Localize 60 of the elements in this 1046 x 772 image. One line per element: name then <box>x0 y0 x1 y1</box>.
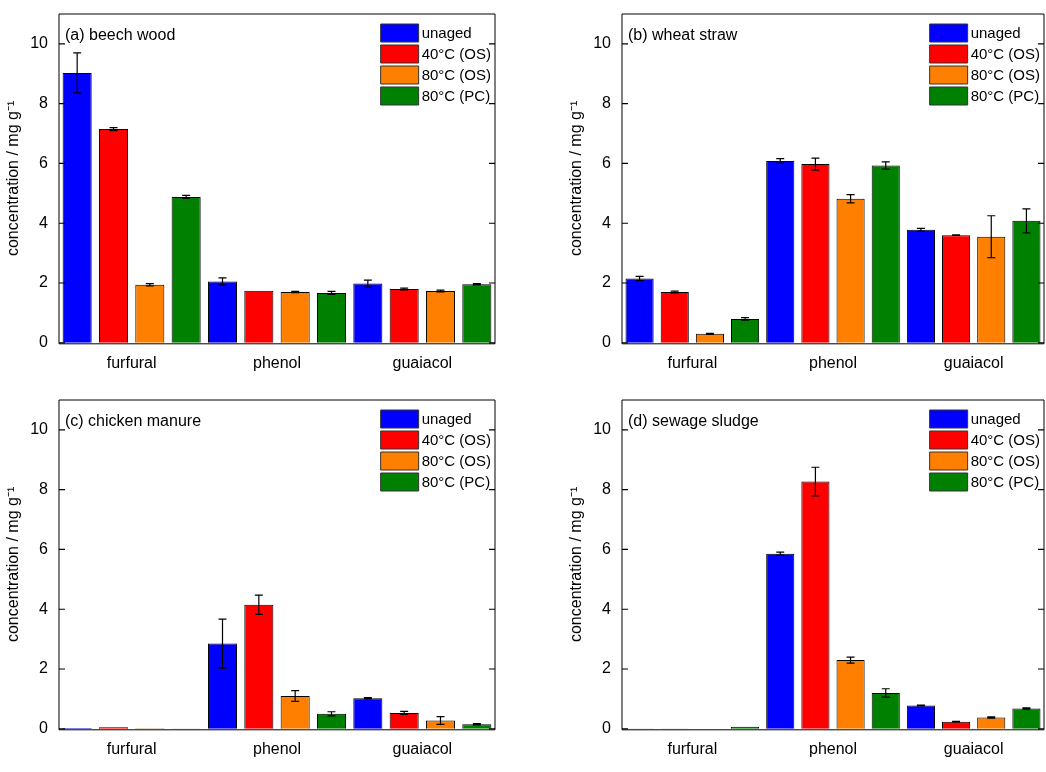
y-axis-title: concentration / mg g⁻¹ <box>567 100 585 257</box>
text: (b) wheat straw <box>628 26 738 44</box>
y-tick-label: 8 <box>39 480 49 498</box>
x-tick-label: guaiacol <box>943 353 1004 371</box>
y-axis-title: concentration / mg g⁻¹ <box>4 100 22 257</box>
y-tick-label: 6 <box>39 153 49 171</box>
x-tick-label: furfural <box>106 739 157 757</box>
y-tick-label: 0 <box>602 719 612 737</box>
x-tick-label: guaiacol <box>392 739 453 757</box>
y-tick-label: 8 <box>602 94 612 112</box>
legend-label: 80°C (PC) <box>970 473 1040 491</box>
x-tick-label: guaiacol <box>392 353 453 371</box>
y-tick-label: 4 <box>39 213 49 231</box>
y-tick-label: 2 <box>602 273 612 291</box>
text: (c) chicken manure <box>65 412 202 430</box>
y-tick-label: 6 <box>602 539 612 557</box>
y-tick-label: 10 <box>30 34 49 52</box>
x-tick-label: furfural <box>106 353 157 371</box>
legend-label: 80°C (OS) <box>421 66 492 84</box>
x-tick-label: furfural <box>667 353 718 371</box>
y-tick-label: 10 <box>593 34 612 52</box>
legend-label: 40°C (OS) <box>421 45 492 63</box>
y-tick-label: 0 <box>39 333 49 351</box>
y-tick-label: 2 <box>602 659 612 677</box>
y-tick-label: 10 <box>593 420 612 438</box>
y-tick-label: 0 <box>602 333 612 351</box>
legend-label: 40°C (OS) <box>970 45 1041 63</box>
x-tick-label: phenol <box>808 353 858 371</box>
y-tick-label: 8 <box>602 480 612 498</box>
legend-label: unaged <box>421 24 472 42</box>
y-tick-label: 2 <box>39 273 49 291</box>
x-tick-label: phenol <box>252 739 302 757</box>
y-tick-label: 2 <box>39 659 49 677</box>
legend-label: 80°C (PC) <box>970 87 1040 105</box>
x-tick-label: phenol <box>808 739 858 757</box>
y-tick-label: 10 <box>30 420 49 438</box>
y-tick-label: 0 <box>39 719 49 737</box>
x-tick-label: furfural <box>667 739 718 757</box>
y-tick-label: 8 <box>39 94 49 112</box>
y-tick-label: 4 <box>39 599 49 617</box>
legend-label: 40°C (OS) <box>421 431 492 449</box>
legend-label: 80°C (OS) <box>970 452 1041 470</box>
text: (a) beech wood <box>65 26 176 44</box>
legend-label: unaged <box>421 410 472 428</box>
legend-label: 80°C (OS) <box>970 66 1041 84</box>
x-tick-label: guaiacol <box>943 739 1004 757</box>
legend-label: 80°C (OS) <box>421 452 492 470</box>
x-tick-label: phenol <box>252 353 302 371</box>
y-axis-title: concentration / mg g⁻¹ <box>4 486 22 643</box>
legend-label: 40°C (OS) <box>970 431 1041 449</box>
legend-label: unaged <box>970 24 1021 42</box>
y-tick-label: 6 <box>39 539 49 557</box>
y-axis-title: concentration / mg g⁻¹ <box>567 486 585 643</box>
y-tick-label: 6 <box>602 153 612 171</box>
text: (d) sewage sludge <box>628 412 759 430</box>
y-tick-label: 4 <box>602 213 612 231</box>
y-tick-label: 4 <box>602 599 612 617</box>
legend-label: unaged <box>970 410 1021 428</box>
legend-label: 80°C (PC) <box>421 87 491 105</box>
legend-label: 80°C (PC) <box>421 473 491 491</box>
